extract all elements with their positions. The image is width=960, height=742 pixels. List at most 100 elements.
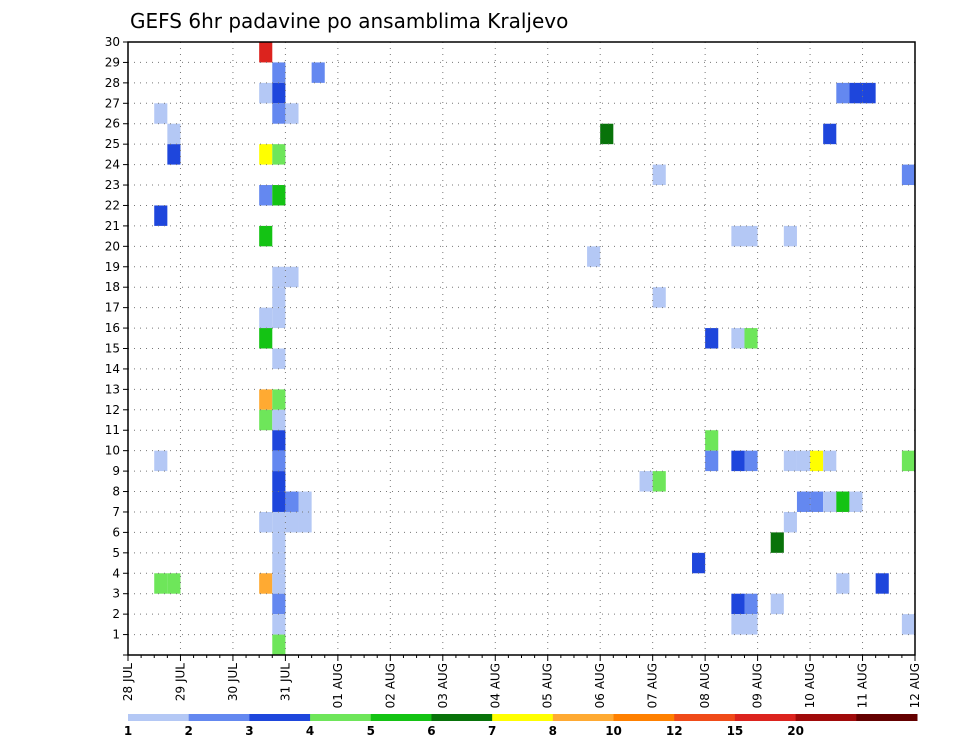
heatmap-cell bbox=[731, 614, 745, 635]
y-tick-label: 29 bbox=[105, 55, 120, 69]
heatmap-cell bbox=[259, 144, 273, 165]
y-tick-label: 23 bbox=[105, 178, 120, 192]
y-tick-label: 6 bbox=[112, 525, 120, 539]
heatmap-cell bbox=[272, 266, 286, 288]
heatmap-cell bbox=[154, 205, 168, 226]
legend-label: 5 bbox=[367, 724, 375, 738]
heatmap-cell bbox=[823, 450, 837, 472]
heatmap-cell bbox=[652, 471, 666, 492]
heatmap-cells bbox=[154, 42, 915, 655]
y-tick-label: 17 bbox=[105, 301, 120, 315]
y-tick-label: 21 bbox=[105, 219, 120, 233]
heatmap-cell bbox=[901, 614, 915, 635]
heatmap-cell bbox=[167, 573, 181, 594]
heatmap-cell bbox=[154, 103, 168, 124]
heatmap-cell bbox=[744, 225, 758, 247]
legend-swatch bbox=[249, 714, 311, 721]
heatmap-cell bbox=[285, 491, 299, 512]
heatmap-cell bbox=[285, 103, 299, 124]
heatmap-cell bbox=[744, 593, 758, 615]
x-tick-label: 28 JUL bbox=[121, 663, 135, 701]
y-tick-label: 30 bbox=[105, 35, 120, 49]
heatmap-cell bbox=[770, 593, 784, 615]
y-tick-label: 4 bbox=[112, 566, 120, 580]
legend-label: 1 bbox=[124, 724, 132, 738]
y-tick-label: 8 bbox=[112, 485, 120, 499]
y-tick-label: 28 bbox=[105, 76, 120, 90]
heatmap-cell bbox=[823, 491, 837, 512]
y-tick-label: 10 bbox=[105, 444, 120, 458]
heatmap-cell bbox=[272, 593, 286, 615]
x-tick-label: 06 AUG bbox=[593, 663, 607, 708]
heatmap-cell bbox=[705, 430, 719, 451]
legend-label: 10 bbox=[605, 724, 622, 738]
y-tick-label: 13 bbox=[105, 382, 120, 396]
color-legend: 1 2 3 4 5 6 7 8 10 12 15 20 bbox=[124, 714, 918, 738]
heatmap-cell bbox=[705, 328, 719, 349]
heatmap-cell bbox=[259, 185, 273, 206]
x-tick-label: 01 AUG bbox=[331, 663, 345, 708]
y-tick-label: 1 bbox=[112, 628, 120, 642]
y-tick-label: 3 bbox=[112, 587, 120, 601]
heatmap-cell bbox=[272, 389, 286, 410]
legend-swatch bbox=[856, 714, 918, 721]
heatmap-cell bbox=[272, 532, 286, 553]
heatmap-cell bbox=[731, 225, 745, 247]
y-tick-label: 26 bbox=[105, 117, 120, 131]
heatmap-cell bbox=[259, 225, 273, 247]
legend-swatch bbox=[310, 714, 372, 721]
legend-swatch bbox=[188, 714, 250, 721]
legend-label: 15 bbox=[727, 724, 744, 738]
heatmap-cell bbox=[849, 82, 863, 104]
heatmap-cell bbox=[272, 471, 286, 492]
x-tick-label: 29 JUL bbox=[173, 663, 187, 701]
x-tick-label: 08 AUG bbox=[698, 663, 712, 708]
heatmap-cell bbox=[652, 164, 666, 186]
y-tick-label: 25 bbox=[105, 137, 120, 151]
y-tick-label: 11 bbox=[105, 423, 120, 437]
heatmap-cell bbox=[154, 573, 168, 594]
heatmap-cell bbox=[259, 328, 273, 349]
heatmap-cell bbox=[810, 450, 824, 472]
y-tick-label: 16 bbox=[105, 321, 120, 335]
legend-swatch bbox=[795, 714, 857, 721]
heatmap-cell bbox=[692, 552, 706, 574]
legend-label: 20 bbox=[787, 724, 804, 738]
heatmap-cell bbox=[272, 511, 286, 533]
y-tick-label: 14 bbox=[105, 362, 120, 376]
heatmap-cell bbox=[849, 491, 863, 512]
x-tick-label: 10 AUG bbox=[803, 663, 817, 708]
heatmap-cell bbox=[587, 246, 601, 267]
heatmap-cell bbox=[272, 430, 286, 451]
y-tick-label: 22 bbox=[105, 198, 120, 212]
heatmap-cell bbox=[731, 450, 745, 472]
x-tick-label: 11 AUG bbox=[856, 663, 870, 708]
heatmap-cell bbox=[259, 42, 273, 63]
heatmap-cell bbox=[259, 307, 273, 329]
legend-swatch bbox=[674, 714, 736, 721]
legend-label: 2 bbox=[185, 724, 193, 738]
heatmap-cell bbox=[901, 450, 915, 472]
heatmap-cell bbox=[259, 409, 273, 431]
y-tick-label: 18 bbox=[105, 280, 120, 294]
heatmap-cell bbox=[259, 511, 273, 533]
heatmap-cell bbox=[731, 593, 745, 615]
heatmap-cell bbox=[744, 328, 758, 349]
heatmap-cell bbox=[823, 123, 837, 145]
heatmap-cell bbox=[783, 450, 797, 472]
heatmap-cell bbox=[796, 450, 811, 472]
heatmap-cell bbox=[744, 614, 758, 635]
y-tick-label: 12 bbox=[105, 403, 120, 417]
x-axis: 28 JUL 29 JUL 30 JUL 31 JUL 01 AUG 02 AUG 03 A… bbox=[121, 655, 922, 708]
legend-label: 8 bbox=[549, 724, 557, 738]
heatmap-cell bbox=[167, 123, 181, 145]
heatmap-cell bbox=[731, 328, 745, 349]
heatmap-cell bbox=[259, 389, 273, 410]
legend-swatch bbox=[613, 714, 675, 721]
heatmap-cell bbox=[272, 82, 286, 104]
legend-swatch bbox=[734, 714, 797, 721]
heatmap-cell bbox=[272, 348, 286, 369]
legend-swatch bbox=[552, 714, 615, 721]
x-tick-label: 05 AUG bbox=[541, 663, 555, 708]
x-tick-label: 07 AUG bbox=[646, 663, 660, 708]
